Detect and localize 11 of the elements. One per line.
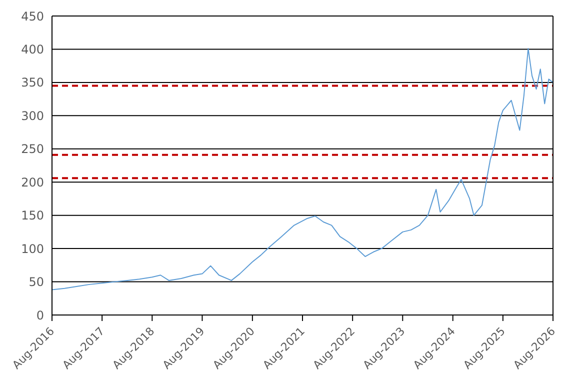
y-tick-label: 400 [21,42,44,56]
y-tick-label: 0 [36,308,44,322]
y-tick-label: 150 [21,208,44,223]
y-tick-label: 50 [28,275,44,290]
y-tick-label: 250 [21,142,44,156]
y-tick-label: 300 [21,108,44,123]
y-tick-label: 350 [21,76,44,90]
y-tick-label: 450 [21,9,44,24]
y-tick-label: 200 [21,175,44,190]
y-tick-label: 100 [21,242,44,256]
line-series [52,48,553,290]
